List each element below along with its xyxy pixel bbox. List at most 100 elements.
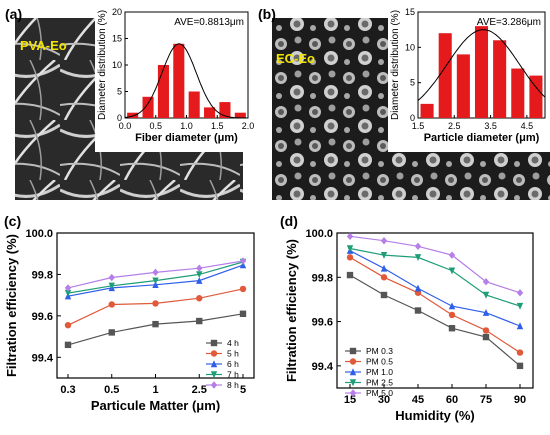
data-point [414, 307, 422, 314]
series-line [349, 235, 521, 294]
x-axis-label: Fiber diameter (μm) [135, 132, 238, 144]
data-point [346, 245, 354, 253]
x-tick-label: 1 [152, 384, 158, 396]
average-annotation: AVE=0.8813μm [174, 17, 244, 28]
bar [234, 112, 246, 118]
x-tick-label: 30 [378, 394, 390, 406]
x-tick-label: 1.5 [412, 121, 425, 131]
bar [127, 112, 139, 118]
y-tick-label: 15 [405, 7, 415, 17]
legend-label: PM 0.5 [366, 357, 393, 367]
data-point [414, 254, 422, 262]
bar [511, 68, 525, 118]
data-point [414, 284, 422, 292]
data-point [196, 317, 203, 325]
y-tick-label: 10 [405, 42, 415, 52]
bar [157, 65, 169, 118]
x-tick-label: 0.5 [104, 384, 119, 396]
data-point [482, 309, 490, 316]
data-point [210, 350, 218, 357]
bar [173, 43, 185, 118]
y-tick-label: 99.4 [32, 352, 54, 364]
data-point [380, 291, 388, 299]
data-point [210, 381, 218, 389]
data-point [380, 264, 388, 272]
data-point [380, 274, 388, 281]
data-point [349, 358, 357, 365]
data-point [516, 362, 524, 370]
series-line [349, 274, 521, 367]
x-tick-label: 5 [240, 384, 246, 396]
data-point [482, 333, 490, 341]
y-axis-label: Filtration efficiency (%) [284, 239, 299, 382]
data-point [516, 302, 524, 310]
data-point [239, 257, 247, 265]
legend-label: 7 h [227, 370, 239, 380]
data-point [482, 278, 490, 286]
bar [529, 75, 543, 118]
bar [420, 103, 434, 118]
data-point [349, 389, 357, 397]
y-axis-label: Diameter distribution (%) [390, 10, 401, 120]
panel-d-letter: (d) [280, 213, 298, 229]
data-point [448, 251, 456, 259]
legend-label: PM 0.3 [366, 346, 393, 356]
gaussian-fit-curve [417, 29, 546, 101]
y-tick-label: 100.0 [305, 228, 333, 240]
panel-b-letter: (b) [258, 6, 276, 22]
x-tick-label: 2.5 [192, 384, 207, 396]
data-point [196, 264, 203, 272]
y-axis-label: Diameter distribution (%) [97, 10, 108, 120]
data-point [152, 300, 159, 307]
data-point [346, 232, 354, 241]
ec-sample-label: EC-Eo [276, 51, 315, 66]
x-tick-label: 1.0 [180, 121, 193, 131]
x-tick-label: 0.3 [60, 384, 75, 396]
y-tick-label: 99.6 [32, 311, 53, 323]
average-annotation: AVE=3.286μm [477, 17, 541, 28]
data-point [196, 295, 203, 302]
y-tick-label: 15 [112, 34, 122, 44]
y-tick-label: 5 [410, 78, 415, 88]
data-point [239, 285, 247, 293]
series-line [349, 247, 521, 307]
data-point [152, 268, 159, 277]
x-tick-label: 4.5 [521, 121, 534, 131]
y-tick-label: 0 [117, 113, 122, 123]
x-tick-label: 0.0 [119, 121, 132, 131]
y-axis-label: Filtration efficiency (%) [4, 234, 19, 377]
data-point [196, 271, 203, 279]
x-axis-label: Humidity (%) [395, 408, 474, 423]
legend-label: 5 h [227, 349, 239, 359]
data-point [152, 277, 159, 285]
data-point [210, 371, 218, 379]
bar [142, 96, 154, 118]
data-point [380, 251, 388, 259]
y-tick-label: 99.6 [312, 317, 333, 329]
data-point [349, 379, 357, 387]
bar [456, 54, 470, 118]
bar [188, 91, 200, 118]
bar [204, 107, 216, 118]
line-chart-c: 99.4 99.6 99.8 100.0 0.3 0.5 1 2.5 5 4 h5 h6 h7 h… [4, 228, 255, 413]
data-point [239, 310, 247, 317]
x-tick-label: 1.5 [211, 121, 224, 131]
bar [438, 33, 452, 119]
data-point [380, 237, 388, 245]
data-point [64, 289, 72, 297]
bar [219, 102, 231, 118]
data-point [349, 368, 357, 376]
series-line [349, 256, 521, 354]
data-point [152, 281, 159, 288]
plot-frame [336, 232, 534, 389]
x-tick-label: 2.5 [448, 121, 461, 131]
bar [474, 26, 489, 119]
data-point [64, 321, 72, 329]
y-tick-label: 20 [112, 7, 122, 17]
data-point [482, 327, 490, 334]
y-tick-label: 5 [117, 87, 122, 97]
data-point [108, 301, 115, 308]
y-tick-label: 10 [112, 60, 122, 70]
legend-label: 4 h [227, 338, 239, 348]
data-point [448, 267, 456, 275]
